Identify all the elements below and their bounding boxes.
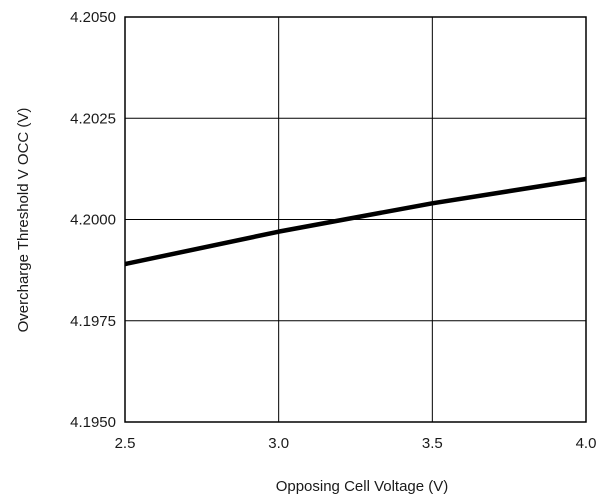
y-tick-label: 4.1950 — [70, 414, 116, 431]
x-tick-label: 2.5 — [115, 435, 136, 452]
y-axis-label: Overcharge Threshold V OCC (V) — [15, 108, 32, 333]
y-tick-label: 4.2000 — [70, 212, 116, 229]
grid-lines — [125, 17, 586, 422]
series-layer — [124, 176, 587, 267]
x-axis-label: Opposing Cell Voltage (V) — [276, 478, 449, 495]
series-line — [124, 176, 587, 267]
plot-area-frame — [124, 16, 587, 423]
y-tick-label: 4.2050 — [70, 9, 116, 26]
x-tick-label: 4.0 — [576, 435, 597, 452]
x-tick-label: 3.0 — [268, 435, 289, 452]
y-tick-label: 4.1975 — [70, 313, 116, 330]
y-tick-label: 4.2025 — [70, 110, 116, 127]
y-tick-labels: 4.1950 4.1975 4.2000 4.2025 4.2050 — [70, 9, 116, 431]
x-tick-labels: 2.5 3.0 3.5 4.0 — [115, 435, 597, 452]
x-tick-label: 3.5 — [422, 435, 443, 452]
